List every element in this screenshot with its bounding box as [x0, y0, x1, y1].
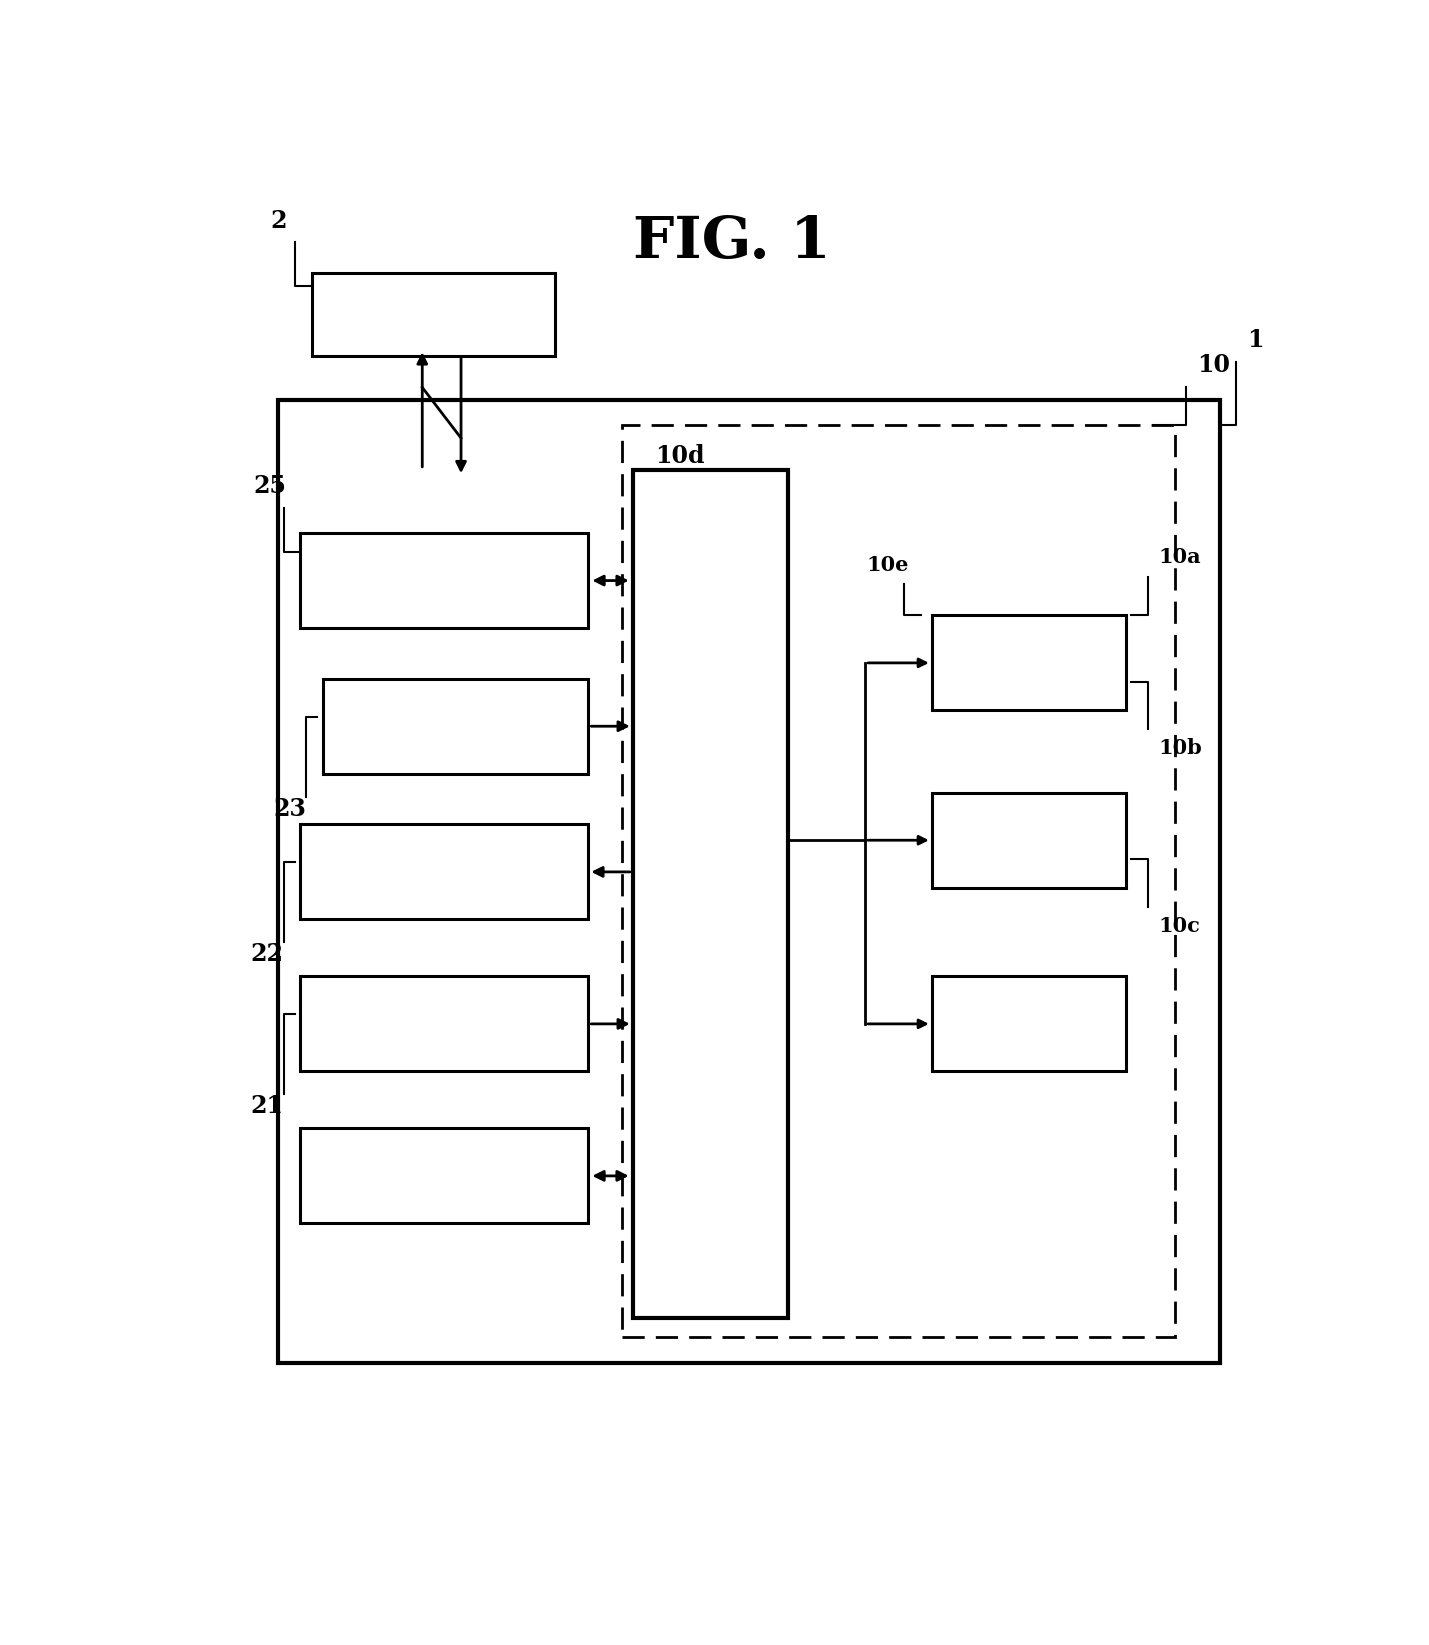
Bar	[633, 470, 787, 1318]
Text: 22: 22	[250, 943, 284, 966]
Text: 10: 10	[1198, 354, 1230, 377]
Bar	[300, 977, 589, 1071]
Text: 10d: 10d	[654, 444, 704, 469]
Text: 23: 23	[273, 796, 306, 821]
Bar	[300, 824, 589, 920]
Text: 25: 25	[253, 474, 286, 497]
Text: 1: 1	[1248, 327, 1263, 352]
Bar	[932, 793, 1126, 888]
Bar	[300, 533, 589, 628]
Bar	[932, 615, 1126, 711]
Text: 21: 21	[250, 1094, 284, 1119]
Bar	[312, 273, 554, 355]
Bar	[323, 679, 589, 773]
Text: 10b: 10b	[1159, 739, 1202, 758]
Bar	[300, 1128, 589, 1224]
Text: 10c: 10c	[1159, 916, 1200, 936]
Text: 10a: 10a	[1159, 548, 1202, 568]
Bar	[279, 400, 1220, 1362]
Bar	[622, 426, 1175, 1337]
Text: FIG. 1: FIG. 1	[633, 214, 832, 270]
Text: 10e: 10e	[866, 554, 909, 574]
Text: 2: 2	[270, 209, 287, 234]
Bar	[932, 977, 1126, 1071]
